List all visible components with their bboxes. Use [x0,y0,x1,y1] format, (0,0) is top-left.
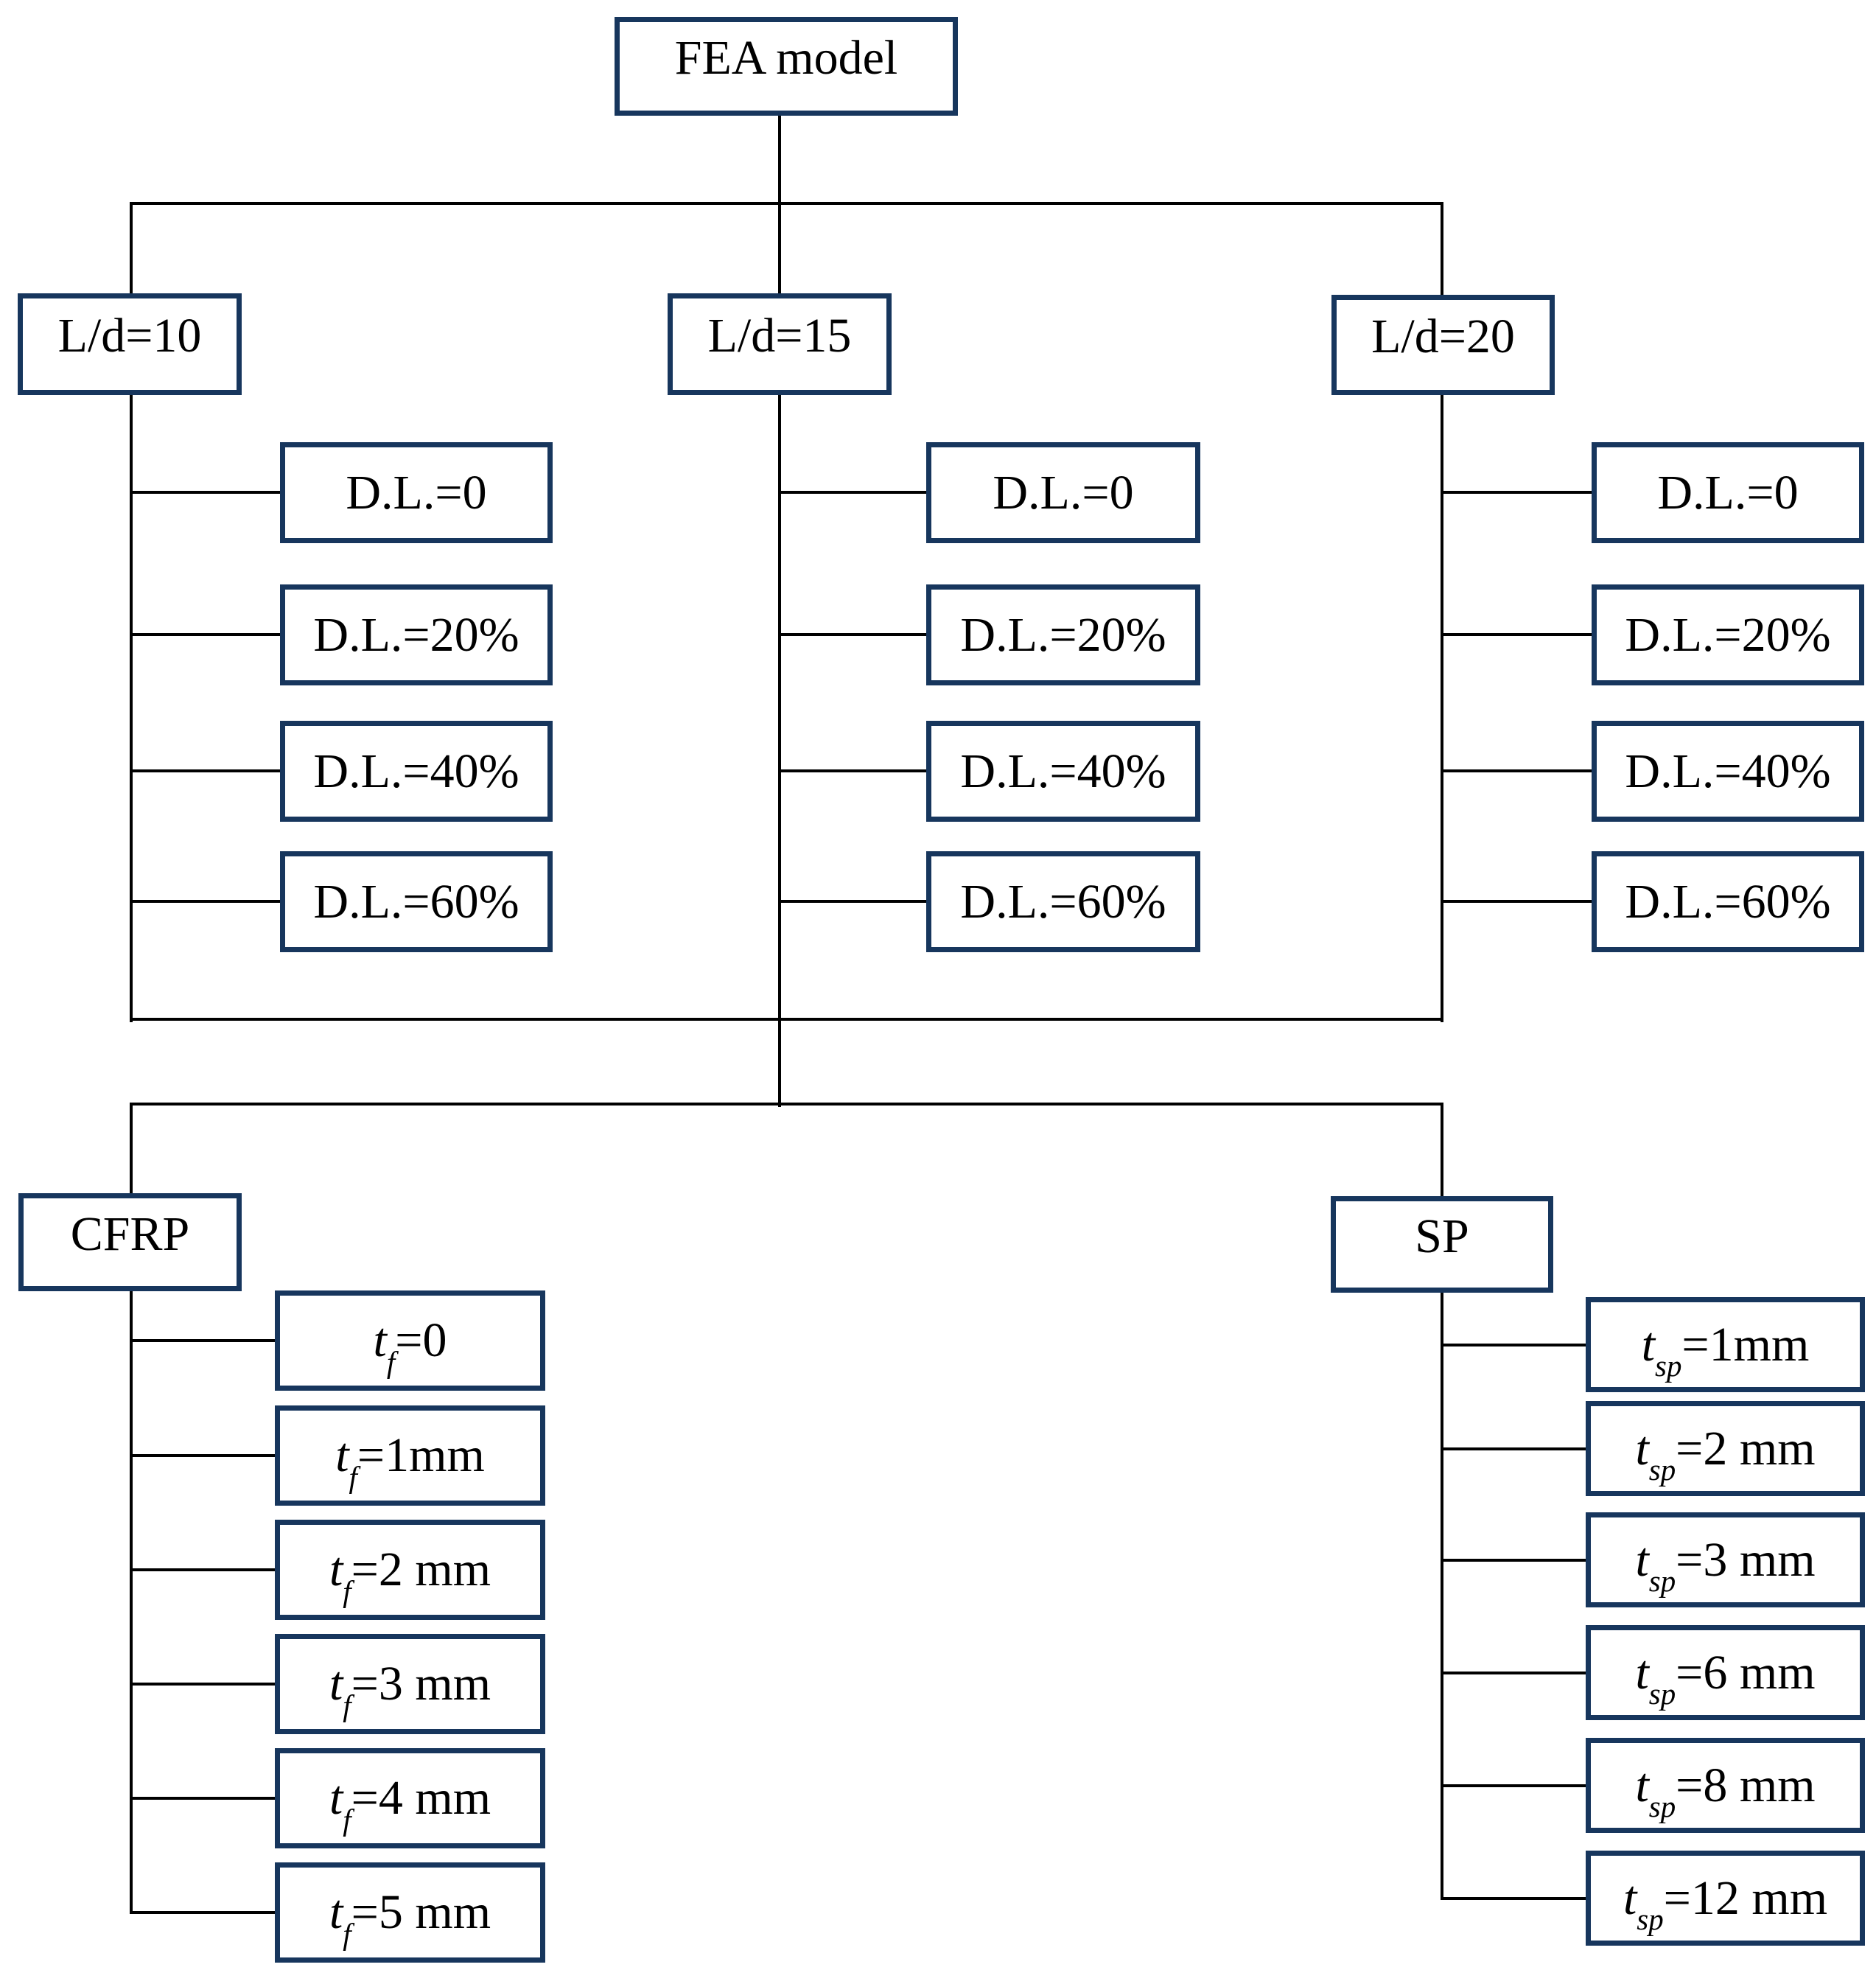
ld15-dl60-box: D.L.=60% [926,851,1200,952]
dl-label: D.L.=40% [313,744,519,798]
ld20-label: L/d=20 [1371,310,1515,363]
connector-line [778,491,928,494]
connector-line [1441,769,1593,772]
sp-tsp12-box: tsp=12 mm [1586,1851,1865,1946]
sp-label: SP [1415,1209,1469,1263]
sp-box: SP [1331,1196,1553,1293]
connector-line [778,116,781,205]
connector-line [130,202,1443,205]
ld15-dl40-box: D.L.=40% [926,721,1200,822]
dl-label: D.L.=60% [1625,874,1831,929]
connector-line [130,633,281,636]
connector-line [1441,1784,1587,1787]
connector-line [778,769,928,772]
tf-label: tf=3 mm [329,1657,491,1722]
cfrp-tf1-box: tf=1mm [275,1405,545,1506]
ld15-box: L/d=15 [668,293,892,395]
connector-line [1441,1293,1443,1900]
ld20-dl60-box: D.L.=60% [1592,851,1864,952]
dl-label: D.L.=40% [1625,744,1831,798]
connector-line [1441,491,1593,494]
connector-line [778,202,781,296]
connector-line [130,769,281,772]
ld10-dl0-box: D.L.=0 [280,442,553,543]
connector-line [130,1568,276,1571]
connector-line [1441,1672,1587,1674]
connector-line [130,1683,276,1686]
dl-label: D.L.=0 [1657,465,1799,520]
ld10-dl40-box: D.L.=40% [280,721,553,822]
connector-line [130,900,281,903]
ld10-dl20-box: D.L.=20% [280,584,553,685]
tf-label: tf=1mm [335,1428,485,1494]
sp-tsp3-box: tsp=3 mm [1586,1512,1865,1607]
tf-label: tf=4 mm [329,1771,491,1837]
cfrp-tf5-box: tf=5 mm [275,1862,545,1963]
dl-label: D.L.=20% [960,607,1166,662]
connector-line [778,900,928,903]
ld20-dl0-box: D.L.=0 [1592,442,1864,543]
connector-line [1441,1103,1443,1198]
sp-tsp1-box: tsp=1mm [1586,1297,1865,1392]
ld15-dl20-box: D.L.=20% [926,584,1200,685]
sp-tsp8-box: tsp=8 mm [1586,1738,1865,1833]
cfrp-tf3-box: tf=3 mm [275,1634,545,1734]
dl-label: D.L.=20% [1625,607,1831,662]
ld20-box: L/d=20 [1331,295,1555,395]
ld10-dl60-box: D.L.=60% [280,851,553,952]
dl-label: D.L.=20% [313,607,519,662]
connector-line [1441,1447,1587,1450]
ld15-label: L/d=15 [707,309,852,363]
connector-line [130,1103,133,1195]
tsp-label: tsp=2 mm [1635,1421,1816,1487]
connector-line [130,1103,1443,1105]
tf-label: tf=0 [373,1313,447,1379]
tsp-label: tsp=12 mm [1623,1871,1828,1937]
dl-label: D.L.=0 [993,465,1134,520]
ld10-box: L/d=10 [18,293,242,395]
tf-label: tf=5 mm [329,1885,491,1951]
tsp-label: tsp=1mm [1641,1317,1810,1383]
dl-label: D.L.=60% [313,874,519,929]
cfrp-box: CFRP [18,1193,242,1291]
tf-label: tf=2 mm [329,1543,491,1608]
connector-line [1441,202,1443,298]
tsp-label: tsp=3 mm [1635,1532,1816,1599]
fea-model-box: FEA model [615,17,958,116]
connector-line [1441,1559,1587,1562]
ld20-dl40-box: D.L.=40% [1592,721,1864,822]
dl-label: D.L.=40% [960,744,1166,798]
sp-tsp6-box: tsp=6 mm [1586,1625,1865,1720]
cfrp-tf0-box: tf=0 [275,1290,545,1391]
connector-line [1441,900,1593,903]
connector-line [778,395,781,1107]
cfrp-tf4-box: tf=4 mm [275,1748,545,1848]
fea-model-label: FEA model [674,31,898,85]
connector-line [1441,1897,1587,1900]
connector-line [130,1291,133,1914]
connector-line [1441,1344,1587,1346]
dl-label: D.L.=0 [346,465,487,520]
ld15-dl0-box: D.L.=0 [926,442,1200,543]
connector-line [130,1339,276,1342]
connector-line [130,395,133,1022]
dl-label: D.L.=60% [960,874,1166,929]
cfrp-label: CFRP [70,1206,190,1261]
sp-tsp2-box: tsp=2 mm [1586,1401,1865,1496]
connector-line [1441,395,1443,1022]
ld10-label: L/d=10 [57,309,202,363]
tsp-label: tsp=8 mm [1635,1758,1816,1824]
connector-line [130,1797,276,1800]
connector-line [130,1454,276,1457]
connector-line [130,1018,1443,1021]
connector-line [130,1911,276,1914]
connector-line [778,633,928,636]
ld20-dl20-box: D.L.=20% [1592,584,1864,685]
cfrp-tf2-box: tf=2 mm [275,1520,545,1620]
connector-line [1441,633,1593,636]
connector-line [130,491,281,494]
connector-line [130,202,133,296]
tsp-label: tsp=6 mm [1635,1645,1816,1711]
